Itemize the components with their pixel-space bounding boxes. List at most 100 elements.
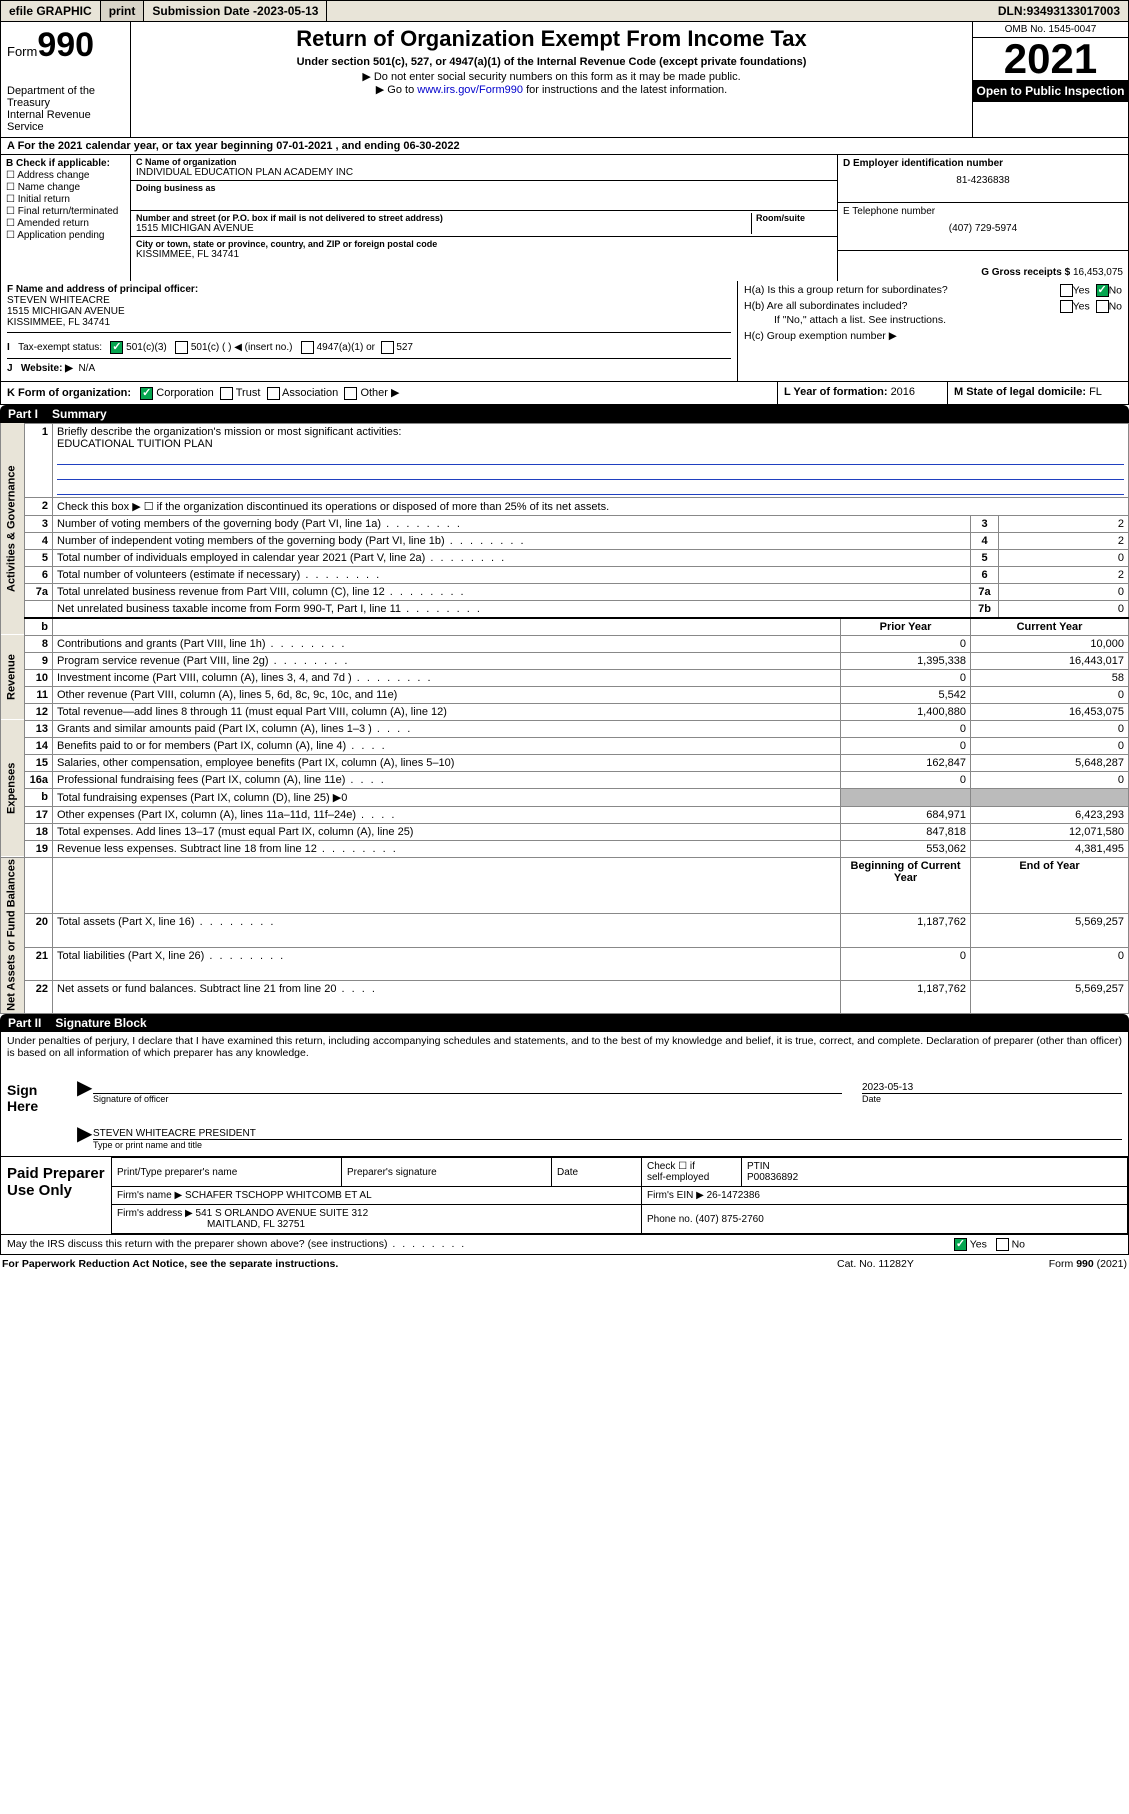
chk-amended[interactable]: ☐ Amended return xyxy=(6,218,125,229)
tax-year-row: A For the 2021 calendar year, or tax yea… xyxy=(0,138,1129,155)
chk-may-no[interactable] xyxy=(996,1238,1009,1251)
paid-preparer-block: Paid Preparer Use Only Print/Type prepar… xyxy=(0,1157,1129,1235)
form-number-box: Form990 Department of the Treasury Inter… xyxy=(1,22,131,137)
city-state-zip: KISSIMMEE, FL 34741 xyxy=(136,249,832,260)
line-4: Number of independent voting members of … xyxy=(53,532,971,549)
line-9: Program service revenue (Part VIII, line… xyxy=(53,652,841,669)
line-3: Number of voting members of the governin… xyxy=(53,515,971,532)
prep-phone: Phone no. (407) 875-2760 xyxy=(642,1205,1128,1234)
chk-501c[interactable] xyxy=(175,341,188,354)
section-k: K Form of organization: ✓ Corporation Tr… xyxy=(0,382,1129,405)
signature-block: Sign Here ▶ 2023-05-13 Signature of offi… xyxy=(0,1062,1129,1157)
prep-firm-name: Firm's name ▶ SCHAFER TSCHOPP WHITCOMB E… xyxy=(112,1187,642,1205)
year-formation: L Year of formation: 2016 xyxy=(778,382,948,404)
print-button[interactable]: print xyxy=(101,1,145,21)
chk-ha-no[interactable]: ✓ xyxy=(1096,284,1109,297)
chk-trust[interactable] xyxy=(220,387,233,400)
chk-final-return[interactable]: ☐ Final return/terminated xyxy=(6,206,125,217)
org-name: INDIVIDUAL EDUCATION PLAN ACADEMY INC xyxy=(136,167,832,178)
prep-selfemp: Check ☐ ifself-employed xyxy=(642,1158,742,1187)
may-irs-text: May the IRS discuss this return with the… xyxy=(1,1235,948,1254)
col-prior: Prior Year xyxy=(841,618,971,636)
line-15: Salaries, other compensation, employee b… xyxy=(53,754,841,771)
cat-no: Cat. No. 11282Y xyxy=(837,1258,997,1270)
date-field: 2023-05-13 xyxy=(862,1082,1122,1094)
chk-527[interactable] xyxy=(381,341,394,354)
chk-hb-yes[interactable] xyxy=(1060,300,1073,313)
part-1-header: Part ISummary xyxy=(0,405,1129,423)
bcd-block: B Check if applicable: ☐ Address change … xyxy=(0,155,1129,281)
col-current: Current Year xyxy=(971,618,1129,636)
paid-preparer-label: Paid Preparer Use Only xyxy=(1,1157,111,1234)
chk-address-change[interactable]: ☐ Address change xyxy=(6,170,125,181)
chk-assoc[interactable] xyxy=(267,387,280,400)
top-toolbar: efile GRAPHIC print Submission Date - 20… xyxy=(0,0,1129,22)
col-endyear: End of Year xyxy=(971,857,1129,914)
form-header: Form990 Department of the Treasury Inter… xyxy=(0,22,1129,138)
submission-date: Submission Date - 2023-05-13 xyxy=(144,1,327,21)
section-c: C Name of organization INDIVIDUAL EDUCAT… xyxy=(131,155,838,281)
section-j: J Website: ▶ N/A xyxy=(7,359,731,378)
form990-link[interactable]: www.irs.gov/Form990 xyxy=(417,84,523,96)
sidetab-revenue: Revenue xyxy=(1,635,25,720)
website-value: N/A xyxy=(78,363,95,374)
open-to-public: Open to Public Inspection xyxy=(973,80,1128,102)
line-13: Grants and similar amounts paid (Part IX… xyxy=(53,720,841,737)
subtitle-1: Under section 501(c), 527, or 4947(a)(1)… xyxy=(137,56,966,68)
section-i: I Tax-exempt status: ✓ 501(c)(3) 501(c) … xyxy=(7,337,731,359)
line-5: Total number of individuals employed in … xyxy=(53,549,971,566)
summary-table: Activities & Governance 1 Briefly descri… xyxy=(0,423,1129,1015)
line-21: Total liabilities (Part X, line 26) xyxy=(53,947,841,980)
line-10: Investment income (Part VIII, column (A)… xyxy=(53,669,841,686)
ein-label: D Employer identification number xyxy=(843,158,1123,169)
line-7b: Net unrelated business taxable income fr… xyxy=(53,600,971,618)
sidetab-expenses: Expenses xyxy=(1,720,25,857)
prep-name-label: Print/Type preparer's name xyxy=(112,1158,342,1187)
subtitle-2: ▶ Do not enter social security numbers o… xyxy=(137,70,966,83)
may-irs-row: May the IRS discuss this return with the… xyxy=(0,1235,1129,1255)
line-11: Other revenue (Part VIII, column (A), li… xyxy=(53,686,841,703)
chk-4947[interactable] xyxy=(301,341,314,354)
bottom-footer: For Paperwork Reduction Act Notice, see … xyxy=(0,1255,1129,1273)
tax-year: 2021 xyxy=(973,38,1128,80)
chk-initial-return[interactable]: ☐ Initial return xyxy=(6,194,125,205)
toolbar-spacer xyxy=(327,1,989,21)
sidetab-netassets: Net Assets or Fund Balances xyxy=(1,857,25,1014)
chk-other[interactable] xyxy=(344,387,357,400)
chk-ha-yes[interactable] xyxy=(1060,284,1073,297)
gross-label: G Gross receipts $ xyxy=(981,267,1073,278)
line-16a: Professional fundraising fees (Part IX, … xyxy=(53,771,841,788)
section-b: B Check if applicable: ☐ Address change … xyxy=(1,155,131,281)
chk-501c3[interactable]: ✓ xyxy=(110,341,123,354)
year-box: OMB No. 1545-0047 2021 Open to Public In… xyxy=(973,22,1128,137)
officer-print-name: STEVEN WHITEACRE PRESIDENT xyxy=(93,1114,1122,1140)
line-22: Net assets or fund balances. Subtract li… xyxy=(53,981,841,1014)
section-h: H(a) Is this a group return for subordin… xyxy=(738,281,1128,381)
fh-block: F Name and address of principal officer:… xyxy=(0,281,1129,382)
sign-here-label: Sign Here xyxy=(1,1062,71,1156)
line-14: Benefits paid to or for members (Part IX… xyxy=(53,737,841,754)
section-d: D Employer identification number 81-4236… xyxy=(838,155,1128,281)
subtitle-3: ▶ Go to www.irs.gov/Form990 for instruct… xyxy=(137,83,966,96)
dln: DLN: 93493133017003 xyxy=(990,1,1128,21)
officer-signature-field[interactable] xyxy=(93,1068,842,1094)
chk-name-change[interactable]: ☐ Name change xyxy=(6,182,125,193)
address-row: Number and street (or P.O. box if mail i… xyxy=(131,211,837,237)
mission-label: Briefly describe the organization's miss… xyxy=(57,426,401,438)
line-7a: Total unrelated business revenue from Pa… xyxy=(53,583,971,600)
line-12: Total revenue—add lines 8 through 11 (mu… xyxy=(53,703,841,720)
b-header: B Check if applicable: xyxy=(6,158,125,169)
paperwork-notice: For Paperwork Reduction Act Notice, see … xyxy=(2,1258,837,1270)
arrow-icon: ▶ xyxy=(77,1130,93,1140)
chk-hb-no[interactable] xyxy=(1096,300,1109,313)
chk-app-pending[interactable]: ☐ Application pending xyxy=(6,230,125,241)
mission-text: EDUCATIONAL TUITION PLAN xyxy=(57,438,213,450)
line-16b: Total fundraising expenses (Part IX, col… xyxy=(53,788,841,806)
line-8: Contributions and grants (Part VIII, lin… xyxy=(53,635,841,652)
chk-may-yes[interactable]: ✓ xyxy=(954,1238,967,1251)
perjury-declaration: Under penalties of perjury, I declare th… xyxy=(0,1032,1129,1062)
dept-treasury: Department of the Treasury Internal Reve… xyxy=(7,85,124,133)
chk-corp[interactable]: ✓ xyxy=(140,387,153,400)
ein-value: 81-4236838 xyxy=(843,175,1123,186)
sidetab-governance: Activities & Governance xyxy=(1,423,25,635)
